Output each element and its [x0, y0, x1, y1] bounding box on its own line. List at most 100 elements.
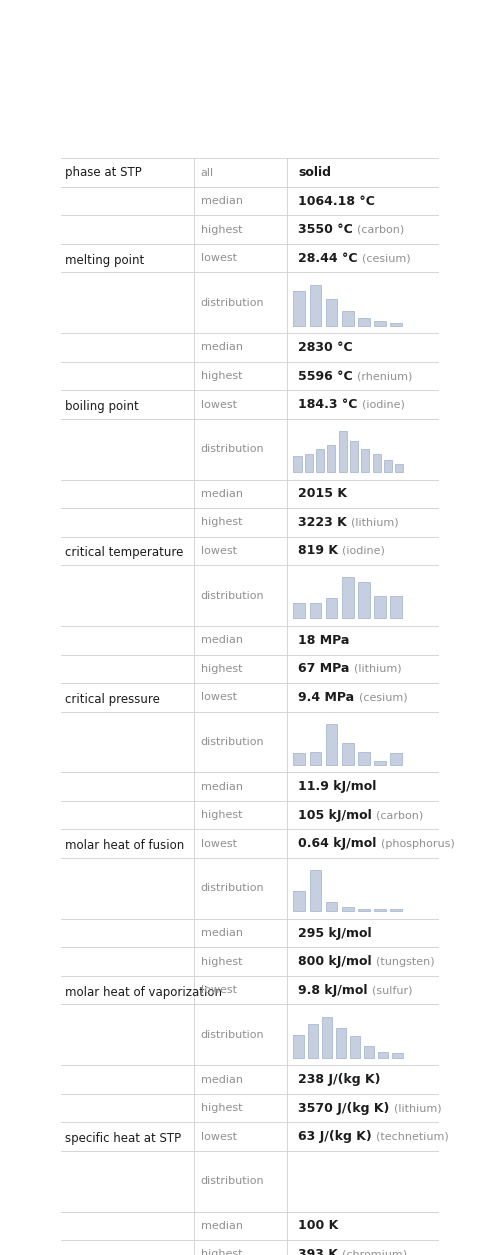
Bar: [305, 453, 313, 472]
Text: 9.4 MPa: 9.4 MPa: [298, 690, 354, 704]
Text: 2015 K: 2015 K: [298, 487, 347, 501]
Bar: [338, 430, 347, 472]
Text: (carbon): (carbon): [357, 225, 404, 235]
Text: boiling point: boiling point: [65, 400, 139, 413]
Bar: [378, 1052, 389, 1058]
Bar: [316, 1199, 332, 1204]
Bar: [350, 1037, 360, 1058]
Bar: [310, 602, 321, 619]
Text: (cesium): (cesium): [362, 254, 411, 264]
Bar: [307, 1024, 318, 1058]
Bar: [326, 597, 337, 619]
Bar: [322, 1017, 332, 1058]
Text: 2830 °C: 2830 °C: [298, 341, 353, 354]
Text: lowest: lowest: [201, 985, 237, 995]
Bar: [293, 602, 305, 619]
Text: highest: highest: [201, 956, 242, 966]
Text: phase at STP: phase at STP: [65, 166, 142, 179]
Text: distribution: distribution: [201, 737, 264, 747]
Text: 67 MPa: 67 MPa: [298, 663, 349, 675]
Bar: [342, 311, 354, 325]
Bar: [338, 1201, 355, 1204]
Bar: [358, 752, 370, 764]
Bar: [374, 321, 386, 325]
Bar: [364, 1047, 375, 1058]
Bar: [293, 1163, 310, 1204]
Text: 295 kJ/mol: 295 kJ/mol: [298, 926, 372, 940]
Text: distribution: distribution: [201, 591, 264, 601]
Text: 3570 J/(kg K): 3570 J/(kg K): [298, 1102, 389, 1114]
Text: 1064.18 °C: 1064.18 °C: [298, 195, 375, 207]
Text: distribution: distribution: [201, 444, 264, 454]
Bar: [293, 891, 305, 911]
Bar: [326, 299, 337, 325]
Text: (lithium): (lithium): [354, 664, 401, 674]
Text: 3550 °C: 3550 °C: [298, 223, 353, 236]
Text: (cesium): (cesium): [358, 693, 407, 703]
Bar: [358, 319, 370, 325]
Text: (chromium): (chromium): [342, 1250, 408, 1255]
Text: (lithium): (lithium): [351, 517, 399, 527]
Bar: [293, 1035, 303, 1058]
Bar: [342, 577, 354, 619]
Text: lowest: lowest: [201, 693, 237, 703]
Text: highest: highest: [201, 371, 242, 382]
Text: lowest: lowest: [201, 838, 237, 848]
Text: distribution: distribution: [201, 1030, 264, 1040]
Bar: [393, 1053, 403, 1058]
Bar: [310, 752, 321, 764]
Bar: [293, 753, 305, 764]
Text: lowest: lowest: [201, 546, 237, 556]
Text: (lithium): (lithium): [394, 1103, 441, 1113]
Bar: [342, 907, 354, 911]
Text: median: median: [201, 196, 243, 206]
Text: critical pressure: critical pressure: [65, 693, 160, 705]
Text: 11.9 kJ/mol: 11.9 kJ/mol: [298, 781, 376, 793]
Bar: [350, 442, 358, 472]
Text: all: all: [201, 168, 214, 178]
Text: (iodine): (iodine): [362, 399, 405, 409]
Text: median: median: [201, 1074, 243, 1084]
Text: 105 kJ/mol: 105 kJ/mol: [298, 808, 372, 822]
Text: 0.64 kJ/mol: 0.64 kJ/mol: [298, 837, 376, 850]
Text: 800 kJ/mol: 800 kJ/mol: [298, 955, 372, 968]
Bar: [293, 456, 301, 472]
Bar: [374, 596, 386, 619]
Text: median: median: [201, 343, 243, 353]
Text: critical temperature: critical temperature: [65, 546, 184, 560]
Text: (technetium): (technetium): [376, 1132, 449, 1142]
Text: 18 MPa: 18 MPa: [298, 634, 349, 646]
Text: molar heat of fusion: molar heat of fusion: [65, 840, 185, 852]
Bar: [293, 291, 305, 325]
Text: highest: highest: [201, 664, 242, 674]
Text: median: median: [201, 929, 243, 937]
Text: (tungsten): (tungsten): [376, 956, 435, 966]
Text: 5596 °C: 5596 °C: [298, 369, 353, 383]
Bar: [391, 753, 402, 764]
Text: highest: highest: [201, 225, 242, 235]
Bar: [391, 323, 402, 325]
Bar: [373, 453, 381, 472]
Text: highest: highest: [201, 811, 242, 821]
Text: melting point: melting point: [65, 254, 145, 266]
Text: (sulfur): (sulfur): [372, 985, 412, 995]
Bar: [327, 446, 336, 472]
Text: lowest: lowest: [201, 399, 237, 409]
Bar: [358, 582, 370, 619]
Text: specific heat at STP: specific heat at STP: [65, 1132, 182, 1145]
Bar: [391, 596, 402, 619]
Bar: [310, 870, 321, 911]
Bar: [391, 910, 402, 911]
Text: solid: solid: [298, 166, 331, 179]
Text: (phosphorus): (phosphorus): [381, 838, 454, 848]
Bar: [361, 1202, 377, 1204]
Text: 28.44 °C: 28.44 °C: [298, 251, 357, 265]
Text: 100 K: 100 K: [298, 1220, 338, 1232]
Text: molar heat of vaporization: molar heat of vaporization: [65, 985, 223, 999]
Text: (carbon): (carbon): [376, 811, 423, 821]
Text: median: median: [201, 782, 243, 792]
Text: distribution: distribution: [201, 297, 264, 307]
Bar: [374, 761, 386, 764]
Text: median: median: [201, 1221, 243, 1231]
Text: distribution: distribution: [201, 1176, 264, 1186]
